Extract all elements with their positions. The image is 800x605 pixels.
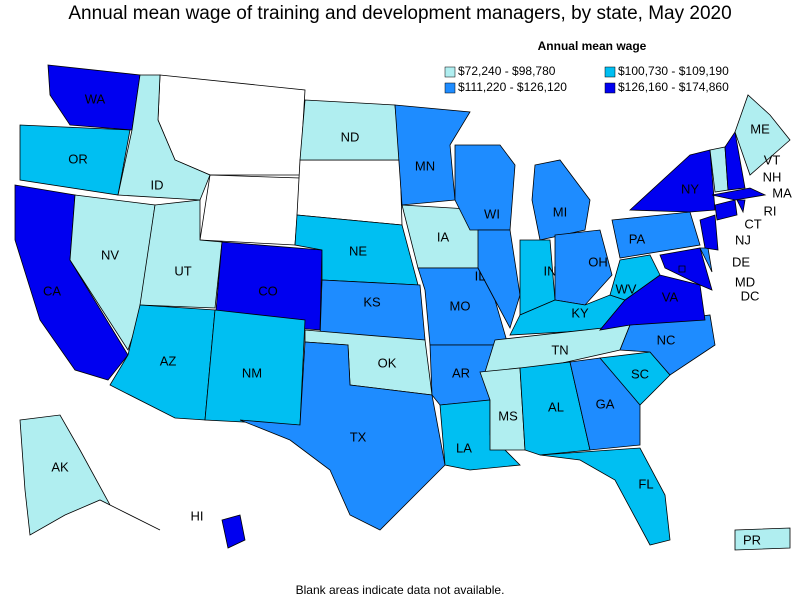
state-shape <box>47 64 141 131</box>
state-label: PR <box>743 532 761 547</box>
state-label: NE <box>349 243 367 258</box>
legend-label: $72,240 - $98,780 <box>458 64 556 78</box>
state-label: NV <box>101 247 119 262</box>
state-label: NY <box>681 181 699 196</box>
state-label: OR <box>68 151 88 166</box>
state-label: SC <box>631 366 649 381</box>
state-shape <box>221 514 246 549</box>
state-label: GA <box>596 396 615 411</box>
state-shape <box>699 214 719 251</box>
legend-swatch <box>604 82 616 94</box>
state-label: CA <box>43 283 61 298</box>
state-shape <box>629 149 716 213</box>
state-label: IA <box>437 229 450 244</box>
state-label: VA <box>662 289 679 304</box>
state-shape <box>19 414 161 536</box>
legend-swatch <box>444 82 456 94</box>
legend-swatch <box>444 66 456 78</box>
legend-title: Annual mean wage <box>538 39 647 53</box>
state-shape <box>519 361 591 456</box>
state-label: WV <box>616 281 637 296</box>
state-label: CO <box>258 283 278 298</box>
state-label: MD <box>735 274 755 289</box>
state-label: OH <box>588 254 608 269</box>
state-label: IN <box>544 263 557 278</box>
state-shape <box>539 447 671 546</box>
state-label: AR <box>452 365 470 380</box>
state-label: NH <box>763 169 782 184</box>
state-label: OK <box>378 355 397 370</box>
state-label: ME <box>750 121 770 136</box>
state-shape <box>609 254 661 301</box>
state-shape <box>477 229 521 330</box>
state-shape <box>239 341 446 531</box>
map-title: Annual mean wage of training and develop… <box>68 3 731 24</box>
state-label: NM <box>242 365 262 380</box>
legend-label: $111,220 - $126,120 <box>458 80 567 94</box>
state-shape <box>117 74 211 201</box>
state-shape <box>296 159 403 226</box>
state-label: MN <box>415 158 435 173</box>
state-shape <box>479 367 526 451</box>
state-label: MA <box>772 185 792 200</box>
state-label: ND <box>341 129 360 144</box>
state-shape <box>678 265 686 273</box>
state-shape <box>319 279 426 341</box>
state-label: FL <box>638 476 653 491</box>
state-shape <box>611 211 701 259</box>
state-shape <box>724 130 746 191</box>
state-label: DC <box>741 288 760 303</box>
state-shape <box>394 104 471 206</box>
state-label: TX <box>350 429 367 444</box>
state-shape <box>736 199 746 214</box>
state-label: MS <box>498 408 518 423</box>
state-shape <box>554 229 613 306</box>
state-label: ID <box>151 177 164 192</box>
state-shape <box>711 187 767 201</box>
state-shape <box>734 94 791 176</box>
state-shape <box>659 247 713 291</box>
state-label: CT <box>744 216 761 231</box>
footnote: Blank areas indicate data not available. <box>296 583 505 597</box>
state-label: HI <box>191 508 204 523</box>
legend-swatch <box>604 66 616 78</box>
state-label: NJ <box>735 232 751 247</box>
state-label: LA <box>456 440 472 455</box>
state-label: WI <box>484 206 500 221</box>
legend-label: $100,730 - $109,190 <box>618 64 729 78</box>
state-label: IL <box>475 268 486 283</box>
legend-label: $126,160 - $174,860 <box>618 80 729 94</box>
state-shape <box>157 74 306 176</box>
state-label: NC <box>657 332 676 347</box>
state-label: MI <box>553 204 567 219</box>
state-label: MO <box>450 298 471 313</box>
state-label: DE <box>732 254 750 269</box>
blank-states <box>157 74 403 246</box>
state-shape <box>699 247 713 273</box>
state-label: VT <box>764 152 781 167</box>
state-shape <box>734 527 791 551</box>
state-label: UT <box>174 263 191 278</box>
state-label: TN <box>551 342 568 357</box>
state-label: RI <box>764 203 777 218</box>
state-shape <box>569 357 641 451</box>
state-label: PA <box>629 231 646 246</box>
state-label: AK <box>51 459 69 474</box>
state-label: KY <box>571 305 589 320</box>
state-label: AL <box>548 399 564 414</box>
state-shape <box>531 159 591 241</box>
state-label: WA <box>85 91 106 106</box>
state-label: KS <box>363 294 381 309</box>
state-shape <box>199 174 301 246</box>
state-label: AZ <box>160 353 177 368</box>
state-shape <box>714 199 738 221</box>
